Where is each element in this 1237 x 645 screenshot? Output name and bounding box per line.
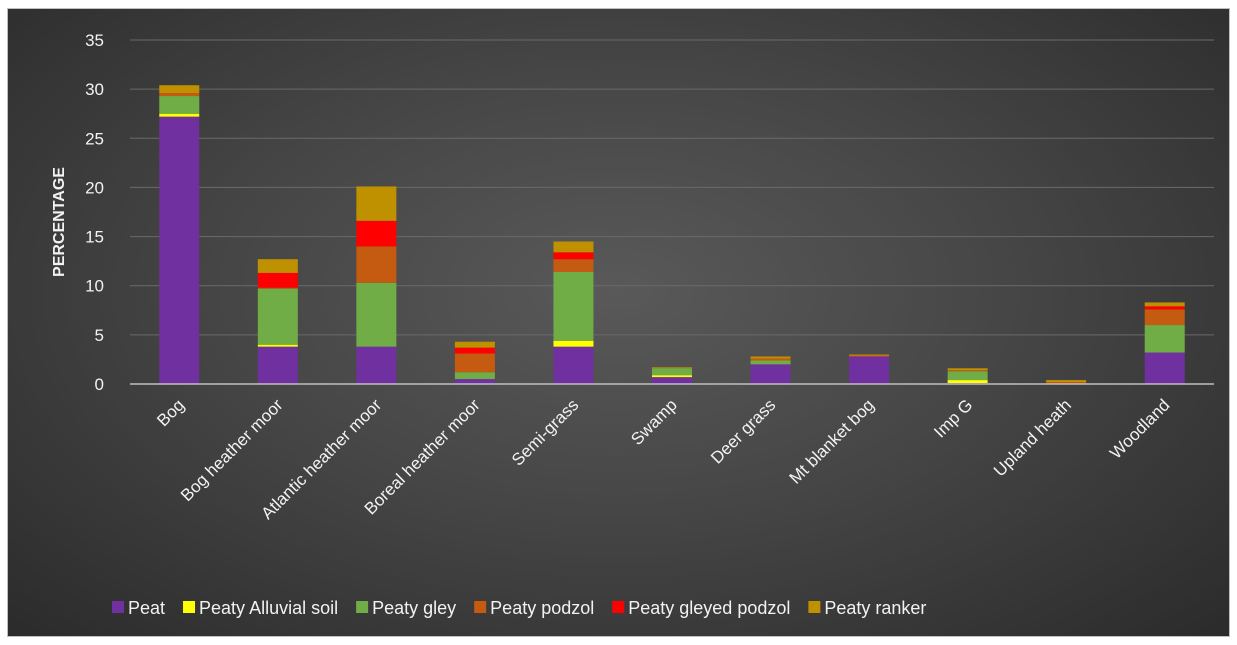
- bar-bog-peaty-podzol: [159, 93, 200, 97]
- bar-swamp-peat: [652, 377, 692, 384]
- legend-swatch-peat: [112, 601, 124, 613]
- bar-bog-heather-moor-peaty-podzol: [257, 287, 298, 289]
- bar-bog-peaty-ranker: [159, 85, 200, 94]
- bar-mt-blanket-bog-peaty-podzol: [849, 355, 890, 357]
- bars: [159, 85, 1185, 385]
- x-tick-label: Semi-grass: [508, 395, 582, 469]
- x-tick-label: Imp G: [930, 395, 976, 441]
- bar-mt-blanket-bog-peat: [849, 356, 890, 384]
- gridlines: [130, 39, 1214, 336]
- bar-bog-heather-moor-peat: [257, 346, 298, 384]
- bar-boreal-heather-moor-peaty-podzol: [454, 353, 495, 373]
- x-tick-label: Swamp: [627, 395, 681, 449]
- bar-semi-grass-peaty-gley: [553, 271, 594, 341]
- x-tick-label: Bog: [153, 395, 188, 430]
- bar-atlantic-heather-moor-peaty-podzol: [356, 246, 397, 283]
- legend-label-peaty-podzol: Peaty podzol: [490, 598, 594, 618]
- bar-deer-grass-peaty-ranker: [750, 356, 791, 359]
- chart-area: 0 5 10 15 20 25 30 35 Bog Bog heather moor Atlant…: [7, 8, 1230, 637]
- bar-woodland-peaty-ranker: [1144, 302, 1185, 307]
- bar-deer-grass-peaty-podzol: [750, 358, 791, 361]
- legend-swatch-peaty-alluvial-soil: [183, 601, 196, 613]
- bar-imp-g-peaty-ranker: [947, 368, 988, 371]
- bar-atlantic-heather-moor-peaty-ranker: [356, 186, 397, 221]
- bar-bog-peaty-gley: [159, 96, 200, 114]
- bar-upland-heath-peaty-podzol: [1046, 382, 1087, 384]
- legend-swatch-peaty-ranker: [808, 601, 821, 613]
- y-tick-label: 0: [95, 375, 104, 394]
- bar-bog-heather-moor-peaty-ranker: [257, 259, 298, 273]
- legend-label-peaty-gley: Peaty gley: [372, 598, 456, 618]
- legend-label-peaty-alluvial-soil: Peaty Alluvial soil: [199, 598, 338, 618]
- bar-boreal-heather-moor-peaty-gley: [454, 372, 495, 380]
- y-tick-label: 5: [95, 326, 104, 345]
- legend: Peat Peaty Alluvial soil Peaty gley Peaty p…: [112, 598, 926, 618]
- bar-swamp-peaty-alluvial-soil: [652, 375, 692, 378]
- x-tick-label: Woodland: [1106, 395, 1173, 462]
- bar-semi-grass-peaty-podzol: [553, 259, 594, 272]
- bar-semi-grass-peaty-ranker: [553, 241, 594, 253]
- bar-atlantic-heather-moor-peaty-gley: [356, 282, 397, 347]
- bar-boreal-heather-moor-peaty-ranker: [454, 341, 495, 348]
- y-tick-label: 25: [85, 129, 104, 148]
- bar-woodland-peaty-podzol: [1144, 309, 1185, 326]
- bar-bog-heather-moor-peaty-alluvial-soil: [257, 344, 298, 347]
- legend-swatch-peaty-gley: [356, 601, 369, 613]
- y-tick-label: 20: [85, 178, 104, 197]
- legend-label-peat: Peat: [128, 598, 165, 618]
- legend-label-peaty-ranker: Peaty ranker: [824, 598, 926, 618]
- x-tick-label: Deer grass: [707, 395, 779, 467]
- y-tick-label: 15: [85, 228, 104, 247]
- y-tick-label: 10: [85, 277, 104, 296]
- bar-atlantic-heather-moor-peat: [356, 346, 397, 384]
- bar-semi-grass-peaty-alluvial-soil: [553, 340, 594, 347]
- bar-bog-heather-moor-peaty-gleyed-podzol: [257, 272, 298, 288]
- legend-label-peaty-gleyed-podzol: Peaty gleyed podzol: [628, 598, 790, 618]
- y-axis-label: PERCENTAGE: [51, 167, 68, 277]
- x-tick-label: Bog heather moor: [177, 395, 287, 505]
- bar-imp-g-peaty-gley: [947, 371, 988, 381]
- x-tick-label: Mt blanket bog: [786, 395, 878, 487]
- bar-mt-blanket-bog-peaty-ranker: [849, 354, 890, 356]
- y-tick-label: 35: [85, 31, 104, 50]
- bar-deer-grass-peaty-gley: [750, 360, 791, 365]
- bar-woodland-peaty-gley: [1144, 325, 1185, 353]
- bar-imp-g-peaty-alluvial-soil: [947, 380, 988, 384]
- x-tick-label: Upland heath: [990, 395, 1075, 480]
- bar-boreal-heather-moor-peaty-gleyed-podzol: [454, 347, 495, 354]
- bar-semi-grass-peaty-gleyed-podzol: [553, 252, 594, 260]
- bar-deer-grass-peat: [750, 364, 791, 384]
- legend-swatch-peaty-podzol: [474, 601, 487, 613]
- bar-atlantic-heather-moor-peaty-gleyed-podzol: [356, 220, 397, 247]
- bar-bog-peaty-alluvial-soil: [159, 113, 200, 117]
- y-tick-label: 30: [85, 80, 104, 99]
- bar-woodland-peaty-gleyed-podzol: [1144, 306, 1185, 310]
- legend-swatch-peaty-gleyed-podzol: [612, 601, 625, 613]
- bar-upland-heath-peaty-ranker: [1046, 380, 1087, 383]
- bar-semi-grass-peat: [553, 346, 594, 384]
- bar-woodland-peat: [1144, 352, 1185, 384]
- bar-swamp-peaty-ranker: [652, 367, 692, 369]
- bar-swamp-peaty-gley: [652, 368, 692, 376]
- bar-bog-peat: [159, 116, 200, 385]
- y-axis-ticks: 0 5 10 15 20 25 30 35: [85, 31, 104, 394]
- bar-imp-g-peaty-podzol: [947, 370, 988, 372]
- bar-boreal-heather-moor-peat: [454, 379, 495, 384]
- bar-bog-heather-moor-peaty-gley: [257, 288, 298, 345]
